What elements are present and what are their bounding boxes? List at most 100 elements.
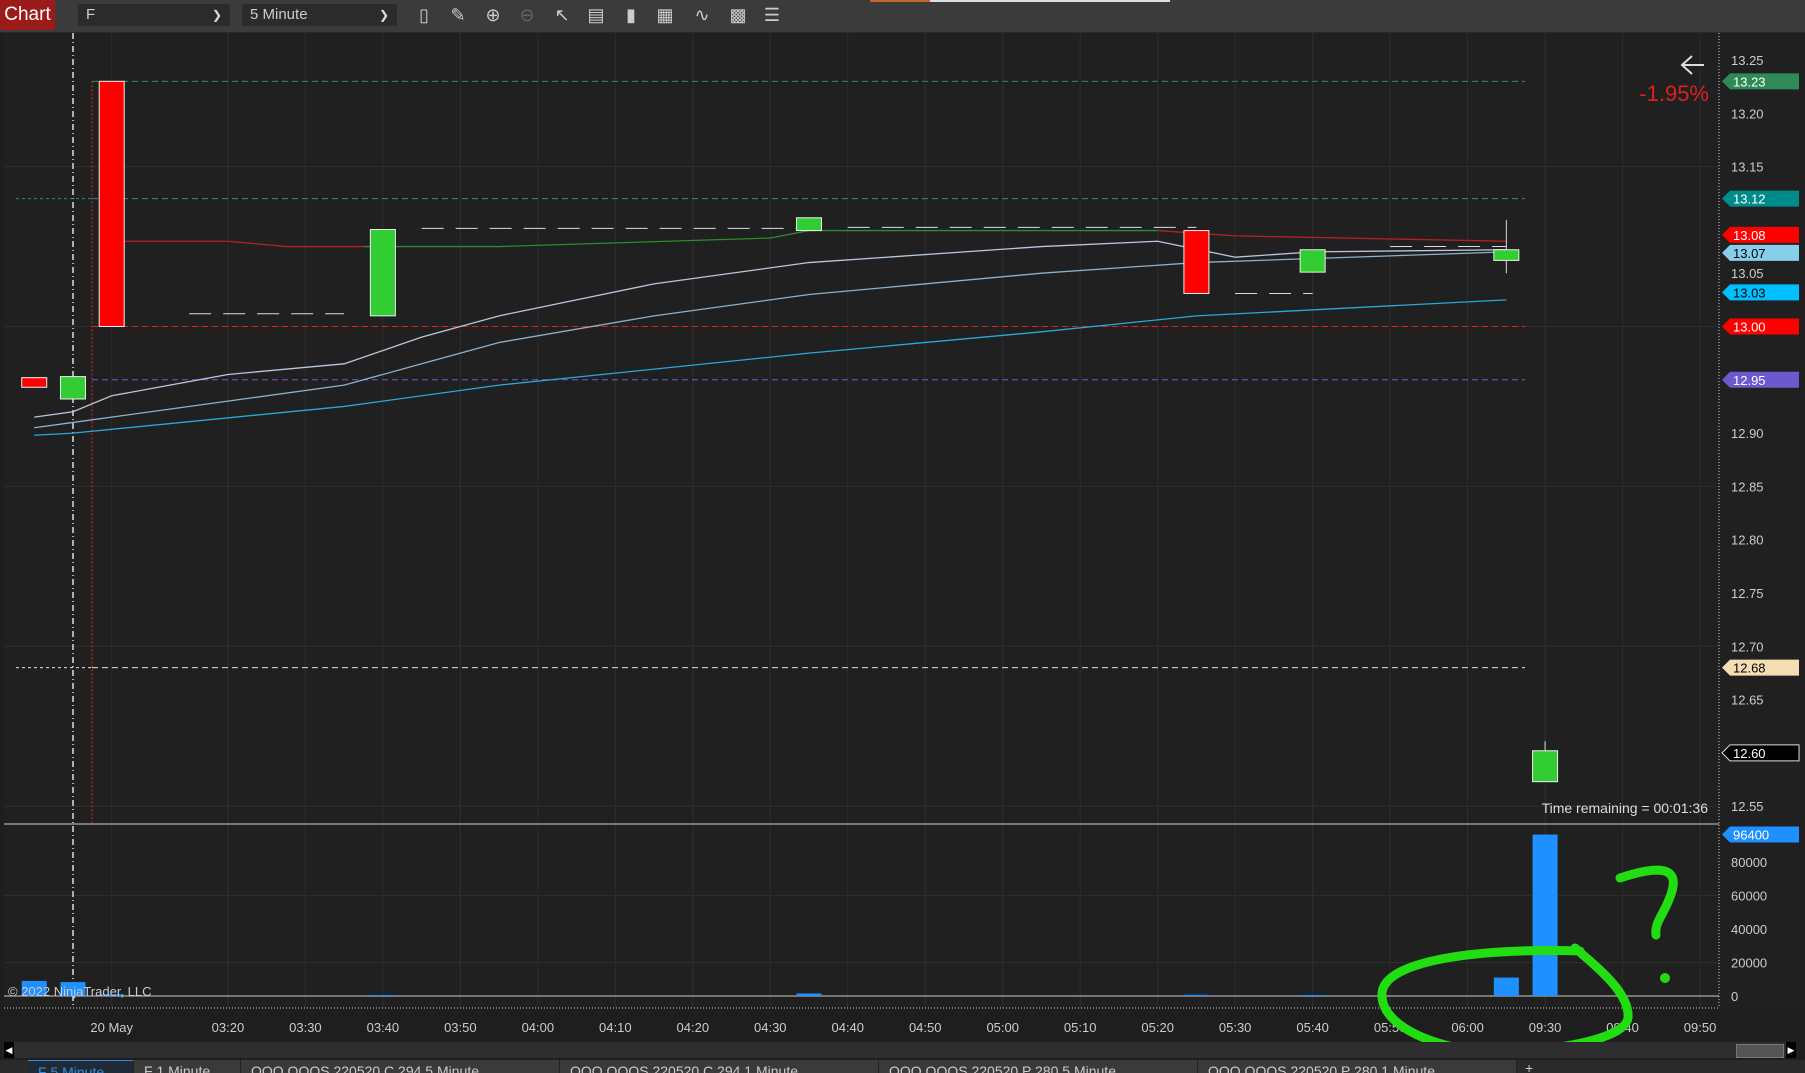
price-marker bbox=[1721, 744, 1800, 762]
volume-bar bbox=[1183, 994, 1209, 996]
data-box-icon[interactable]: ▤ bbox=[587, 5, 605, 25]
time-tick-label: 09:30 bbox=[1529, 1020, 1562, 1035]
tab-f-1-minute[interactable]: F 1 Minute bbox=[134, 1060, 241, 1073]
price-marker-label: 13.23 bbox=[1733, 74, 1766, 89]
candle-up bbox=[369, 228, 396, 317]
volume-tick-label: 0 bbox=[1731, 989, 1738, 1004]
hand-drawn-annotation bbox=[1377, 865, 1678, 1042]
tab-qqq-c294-5-minute[interactable]: QQQ QQQS 220520 C 294 5 Minute bbox=[241, 1060, 560, 1073]
window-accent bbox=[870, 0, 1170, 2]
moving-average-line bbox=[34, 240, 1507, 418]
zoom-in-icon[interactable]: ⊕ bbox=[485, 5, 501, 25]
price-tick-label: 12.65 bbox=[1731, 693, 1764, 708]
time-tick-label: 03:30 bbox=[289, 1020, 322, 1035]
tab-qqq-c294-1-minute[interactable]: QQQ QQQS 220520 C 294 1 Minute bbox=[560, 1060, 879, 1073]
candle-up bbox=[1299, 249, 1326, 273]
price-tick-label: 13.05 bbox=[1731, 266, 1764, 281]
arrow-left-icon[interactable] bbox=[1680, 55, 1704, 75]
properties-icon[interactable]: ▩ bbox=[729, 5, 747, 25]
price-marker bbox=[1722, 190, 1799, 207]
volume-bar bbox=[60, 982, 86, 996]
price-tick-label: 13.15 bbox=[1731, 160, 1764, 175]
price-marker-label: 13.00 bbox=[1733, 320, 1766, 335]
price-marker-label: 13.08 bbox=[1733, 228, 1766, 243]
volume-bar bbox=[370, 994, 396, 996]
time-tick-label: 05:10 bbox=[1064, 1020, 1097, 1035]
price-tick-label: 12.90 bbox=[1731, 426, 1764, 441]
trend-line bbox=[363, 229, 1158, 248]
time-tick-label: 09:50 bbox=[1684, 1020, 1717, 1035]
volume-bar bbox=[796, 993, 822, 996]
volume-tick-label: 60000 bbox=[1731, 889, 1767, 904]
scroll-thumb[interactable] bbox=[1736, 1044, 1784, 1058]
candle-up bbox=[1493, 249, 1520, 261]
time-tick-label: 05:20 bbox=[1141, 1020, 1174, 1035]
price-marker-label: 12.95 bbox=[1733, 373, 1766, 388]
price-marker-label: 96400 bbox=[1733, 828, 1769, 843]
chart-tabs: F 5 Minute F 1 Minute QQQ QQQS 220520 C … bbox=[0, 1060, 1805, 1073]
interval-selector[interactable]: 5 Minute ❯ bbox=[242, 4, 397, 26]
price-marker-label: 13.07 bbox=[1733, 246, 1766, 261]
bars-type-icon[interactable]: ▯ bbox=[419, 5, 429, 25]
pencil-draw-icon[interactable]: ✎ bbox=[450, 5, 466, 25]
add-tab-button[interactable]: + bbox=[1525, 1060, 1534, 1073]
time-tick-label: 03:50 bbox=[444, 1020, 477, 1035]
volume-bar bbox=[1300, 994, 1326, 996]
time-tick-label: 06:00 bbox=[1451, 1020, 1484, 1035]
chevron-down-icon: ❯ bbox=[211, 8, 222, 22]
moving-average-line bbox=[34, 299, 1507, 436]
price-tick-label: 12.70 bbox=[1731, 639, 1764, 654]
strategy-icon[interactable]: ▮ bbox=[626, 5, 636, 25]
price-chart[interactable]: 13.25 13.20 13.15 13.05 12.90 12.85 12.80 12.75… bbox=[0, 33, 1805, 1042]
copyright-text: © 2022 NinjaTrader, LLC bbox=[8, 984, 152, 999]
price-marker bbox=[1722, 284, 1799, 301]
price-tick-label: 12.55 bbox=[1731, 799, 1764, 814]
volume-bar bbox=[21, 980, 47, 996]
trend-line bbox=[111, 240, 364, 248]
price-marker bbox=[1722, 244, 1799, 261]
horizontal-scrollbar[interactable]: ◀ ▶ bbox=[4, 1042, 1796, 1058]
price-marker bbox=[1722, 73, 1799, 90]
instrument-value: F bbox=[86, 6, 96, 23]
price-marker bbox=[1722, 318, 1799, 335]
time-tick-label: 04:50 bbox=[909, 1020, 942, 1035]
price-tick-label: 13.20 bbox=[1731, 106, 1764, 121]
price-marker-label: 13.12 bbox=[1733, 192, 1766, 207]
candle-down bbox=[1183, 230, 1210, 294]
tab-qqq-p280-5-minute[interactable]: QQQ QQQS 220520 P 280 5 Minute bbox=[879, 1060, 1198, 1073]
price-marker bbox=[1722, 826, 1799, 843]
time-tick-label: 04:10 bbox=[599, 1020, 632, 1035]
list-icon[interactable]: ☰ bbox=[763, 5, 781, 25]
tab-qqq-p280-1-minute[interactable]: QQQ QQQS 220520 P 280 1 Minute bbox=[1198, 1060, 1517, 1073]
price-marker-label: 12.68 bbox=[1733, 661, 1766, 676]
time-tick-label: 05:30 bbox=[1219, 1020, 1252, 1035]
volume-bar bbox=[1532, 834, 1558, 996]
candle-up bbox=[796, 217, 823, 232]
tab-f-5-minute[interactable]: F 5 Minute bbox=[28, 1060, 134, 1073]
annotation-dot bbox=[1660, 973, 1670, 983]
candle-down bbox=[98, 80, 125, 327]
candle-up bbox=[59, 376, 86, 400]
indicators-icon[interactable]: ▦ bbox=[656, 5, 674, 25]
zoom-out-icon[interactable]: ⊖ bbox=[519, 5, 535, 25]
scroll-left-arrow-icon[interactable]: ◀ bbox=[4, 1042, 14, 1058]
price-marker bbox=[1722, 659, 1799, 676]
scroll-right-arrow-icon[interactable]: ▶ bbox=[1786, 1042, 1796, 1058]
interval-value: 5 Minute bbox=[250, 6, 308, 23]
price-marker bbox=[1722, 371, 1799, 388]
window-accent-orange bbox=[870, 0, 930, 2]
time-tick-label: 04:20 bbox=[677, 1020, 710, 1035]
volume-tick-label: 20000 bbox=[1731, 956, 1767, 971]
price-tick-label: 13.25 bbox=[1731, 53, 1764, 68]
chevron-down-icon: ❯ bbox=[378, 8, 389, 22]
volume-tick-label: 40000 bbox=[1731, 922, 1767, 937]
pointer-icon[interactable]: ↖ bbox=[554, 5, 570, 25]
time-tick-label: 05:40 bbox=[1296, 1020, 1329, 1035]
chart-trader-icon[interactable]: ∿ bbox=[694, 5, 710, 25]
time-tick-label: 20 May bbox=[90, 1020, 133, 1035]
price-marker-label: 12.60 bbox=[1733, 746, 1766, 761]
price-marker-label: 13.03 bbox=[1733, 285, 1766, 300]
time-tick-label: 04:40 bbox=[831, 1020, 864, 1035]
chart-window-title[interactable]: Chart bbox=[0, 0, 55, 30]
instrument-selector[interactable]: F ❯ bbox=[78, 4, 230, 26]
